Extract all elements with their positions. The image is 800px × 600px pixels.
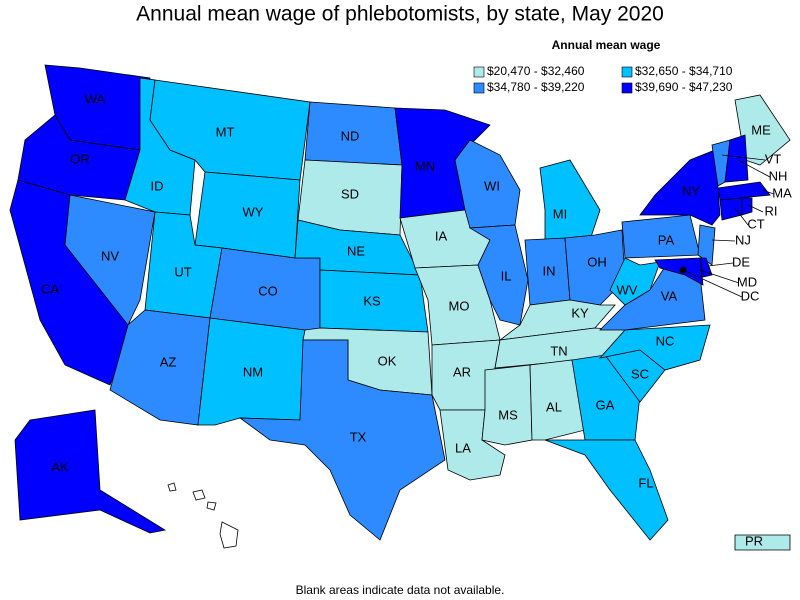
leader-line — [734, 207, 749, 226]
state-label: KS — [363, 293, 381, 308]
state-label: SC — [631, 366, 649, 381]
state-label: MN — [415, 158, 435, 173]
state-label: TX — [350, 429, 367, 444]
state-label: MO — [449, 298, 470, 313]
state — [717, 181, 771, 201]
state — [192, 489, 206, 501]
legend-swatch — [621, 66, 633, 78]
legend-label: $32,650 - $34,710 — [635, 64, 733, 78]
state-label: AL — [546, 399, 562, 414]
legend-label: $39,690 - $47,230 — [635, 80, 733, 94]
state — [544, 439, 669, 541]
state-label: KY — [571, 305, 589, 320]
state — [639, 149, 721, 226]
state-label: WY — [243, 204, 264, 219]
map-title: Annual mean wage of phlebotomists, by st… — [136, 3, 664, 26]
state-label: CA — [41, 281, 59, 296]
state-label: PR — [745, 533, 763, 548]
state-label: NJ — [735, 232, 751, 247]
state-label: GA — [596, 397, 615, 412]
legend-title: Annual mean wage — [552, 38, 661, 52]
state-label: LA — [455, 440, 471, 455]
state — [734, 534, 791, 551]
state-label: AK — [51, 459, 69, 474]
state-label: VT — [765, 151, 782, 166]
leader-line — [682, 269, 743, 298]
state-label: NE — [347, 243, 365, 258]
leader-line — [747, 204, 764, 213]
state-label: FL — [638, 475, 653, 490]
state-label: CO — [258, 283, 278, 298]
states — [9, 64, 791, 551]
state-label: IA — [435, 228, 448, 243]
state-label: ID — [151, 178, 164, 193]
state-label: OH — [587, 254, 607, 269]
state — [741, 197, 753, 216]
state — [719, 197, 743, 221]
state-label: NM — [243, 364, 263, 379]
state — [14, 409, 167, 534]
leader-line — [711, 239, 736, 242]
state-label: NV — [101, 248, 119, 263]
state-label: DC — [741, 288, 760, 303]
legend-swatch — [473, 66, 485, 78]
state-label: PA — [658, 232, 675, 247]
state — [167, 482, 177, 492]
state-label: ND — [341, 128, 360, 143]
state — [654, 257, 704, 286]
leader-line — [707, 262, 734, 267]
state-label: MA — [772, 185, 792, 200]
state-label: IL — [501, 268, 512, 283]
state — [206, 501, 217, 511]
legend-swatch — [473, 82, 485, 94]
state-label: WA — [85, 91, 106, 106]
state-label: NH — [769, 168, 788, 183]
legend-label: $20,470 - $32,460 — [487, 64, 585, 78]
state-label: UT — [174, 264, 191, 279]
legend-swatch — [621, 82, 633, 94]
leader-line — [721, 154, 766, 161]
state-label: OR — [70, 151, 90, 166]
state-label: CT — [747, 216, 764, 231]
leader-line — [737, 159, 771, 178]
state-label: WI — [484, 178, 500, 193]
state-label: MT — [216, 124, 235, 139]
leader-line — [699, 269, 740, 284]
state — [219, 521, 239, 549]
state — [481, 364, 533, 446]
state-label: RI — [765, 203, 778, 218]
state — [454, 139, 521, 229]
legend-label: $34,780 - $39,220 — [487, 80, 585, 94]
state-label: AZ — [160, 354, 177, 369]
leader-line — [761, 189, 775, 195]
state — [529, 359, 586, 441]
footnote: Blank areas indicate data not available. — [296, 583, 505, 597]
state-label: VA — [661, 288, 678, 303]
state-label: NC — [656, 333, 675, 348]
state — [539, 159, 601, 241]
state-label: SD — [341, 186, 359, 201]
state-label: WV — [617, 282, 638, 297]
state-label: ME — [751, 122, 771, 137]
state-label: NY — [682, 183, 700, 198]
state-label: IN — [543, 263, 556, 278]
state — [149, 79, 311, 181]
state-label: MI — [553, 206, 567, 221]
state-label: MD — [737, 274, 757, 289]
state-label: TN — [550, 343, 567, 358]
state — [238, 339, 446, 541]
state — [724, 134, 749, 183]
state — [468, 224, 529, 326]
state-label: DE — [732, 254, 750, 269]
state — [697, 224, 716, 266]
state-label: AR — [453, 364, 471, 379]
hawaii — [167, 482, 239, 549]
state-label: OK — [378, 353, 397, 368]
state-label: MS — [498, 407, 518, 422]
state — [64, 194, 156, 326]
state — [17, 114, 141, 201]
